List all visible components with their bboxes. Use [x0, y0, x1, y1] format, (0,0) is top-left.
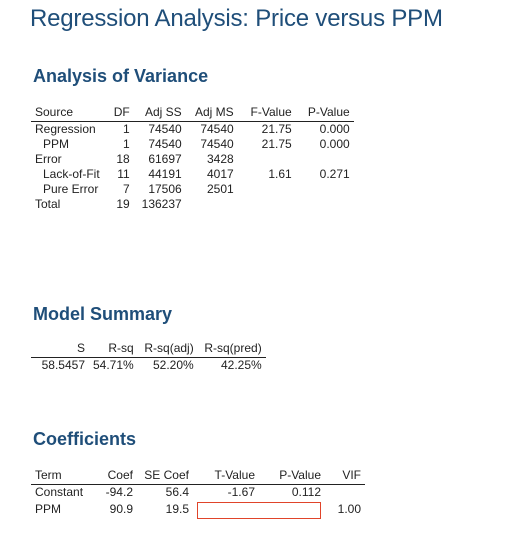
- r-sq-pred-cell: 42.25%: [221, 358, 262, 372]
- page-title: Regression Analysis: Price versus PPM: [30, 5, 443, 32]
- df-cell: 7: [123, 182, 130, 196]
- term-cell: PPM: [35, 502, 62, 516]
- p-value-cell: [296, 152, 354, 167]
- adj-ss-cell: 61697: [148, 152, 182, 166]
- col-r-sq: R-sq: [89, 341, 138, 358]
- adj-ms-cell: 3428: [206, 152, 234, 166]
- r-sq-cell: 54.71%: [93, 358, 134, 372]
- coefficients-table: Term Coef SE Coef T-Value P-Value VIF Co…: [31, 468, 365, 519]
- col-coef: Coef: [99, 468, 137, 485]
- se-coef-cell: 19.5: [165, 502, 189, 516]
- r-sq-adj-cell: 52.20%: [153, 358, 194, 372]
- vif-cell: [325, 485, 365, 501]
- coef-cell: -94.2: [105, 485, 133, 499]
- table-row: PPM 1 74540 74540 21.75 0.000: [31, 137, 354, 152]
- col-vif: VIF: [325, 468, 365, 485]
- p-value-cell: 0.000: [319, 137, 350, 151]
- adj-ms-cell: 74540: [200, 137, 234, 151]
- adj-ms-cell: 2501: [206, 182, 234, 196]
- vif-cell: 1.00: [337, 502, 361, 516]
- table-row: Constant -94.2 56.4 -1.67 0.112: [31, 485, 365, 501]
- df-cell: 1: [123, 137, 130, 151]
- col-r-sq-adj: R-sq(adj): [137, 341, 198, 358]
- table-row: Total 19 136237: [31, 197, 354, 212]
- col-s: S: [31, 341, 89, 358]
- p-value-cell: [296, 182, 354, 197]
- df-cell: 18: [116, 152, 130, 166]
- f-value-cell: [238, 182, 296, 197]
- adj-ss-cell: 17506: [148, 182, 182, 196]
- source-cell: Pure Error: [43, 182, 99, 196]
- adj-ss-cell: 44191: [148, 167, 182, 181]
- coefficients-heading: Coefficients: [33, 429, 137, 449]
- f-value-cell: 21.75: [261, 122, 292, 136]
- p-value-cell: 0.000: [319, 122, 350, 136]
- col-source: Source: [31, 105, 104, 122]
- model-summary-heading: Model Summary: [33, 304, 173, 324]
- anova-header-row: Source DF Adj SS Adj MS F-Value P-Value: [31, 105, 354, 122]
- p-value-cell: 0.271: [319, 167, 350, 181]
- t-value-cell: -1.67: [227, 485, 255, 499]
- col-adj-ms: Adj MS: [185, 105, 238, 122]
- table-row: Regression 1 74540 74540 21.75 0.000: [31, 122, 354, 138]
- col-t-value: T-Value: [193, 468, 259, 485]
- se-coef-cell: 56.4: [165, 485, 189, 499]
- coefficients-header-row: Term Coef SE Coef T-Value P-Value VIF: [31, 468, 365, 485]
- term-cell: Constant: [35, 485, 84, 499]
- f-value-cell: 1.61: [268, 167, 292, 181]
- df-cell: 19: [116, 197, 130, 211]
- source-cell: Regression: [35, 122, 96, 136]
- f-value-cell: [238, 152, 296, 167]
- adj-ss-cell: 74540: [148, 137, 182, 151]
- p-value-cell: 0.112: [291, 485, 321, 499]
- table-row: Error 18 61697 3428: [31, 152, 354, 167]
- table-row: PPM 90.9 19.5 1.00: [31, 500, 365, 519]
- anova-table: Source DF Adj SS Adj MS F-Value P-Value …: [31, 105, 354, 212]
- df-cell: 11: [117, 167, 130, 181]
- col-f-value: F-Value: [237, 105, 296, 122]
- col-p-value: P-Value: [259, 468, 325, 485]
- col-se-coef: SE Coef: [137, 468, 193, 485]
- source-cell: Lack-of-Fit: [43, 167, 100, 181]
- adj-ms-cell: 4017: [206, 167, 234, 181]
- col-r-sq-pred: R-sq(pred): [197, 341, 266, 358]
- missing-value-box[interactable]: [197, 502, 321, 519]
- col-adj-ss: Adj SS: [133, 105, 186, 122]
- source-cell: Total: [35, 197, 61, 211]
- adj-ms-cell: [186, 197, 238, 212]
- source-cell: PPM: [43, 137, 70, 151]
- table-row: Pure Error 7 17506 2501: [31, 182, 354, 197]
- table-row: Lack-of-Fit 11 44191 4017 1.61 0.271: [31, 167, 354, 182]
- f-value-cell: 21.75: [261, 137, 292, 151]
- col-df: DF: [103, 105, 134, 122]
- adj-ss-cell: 136237: [141, 197, 182, 211]
- f-value-cell: [238, 197, 296, 212]
- adj-ss-cell: 74540: [148, 122, 182, 136]
- p-value-cell: [296, 197, 354, 212]
- model-summary-table: S R-sq R-sq(adj) R-sq(pred) 58.5457 54.7…: [31, 341, 266, 373]
- s-cell: 58.5457: [41, 358, 85, 372]
- coef-cell: 90.9: [109, 502, 133, 516]
- col-term: Term: [31, 468, 99, 485]
- col-p-value: P-Value: [295, 105, 354, 122]
- source-cell: Error: [35, 152, 62, 166]
- table-row: 58.5457 54.71% 52.20% 42.25%: [31, 358, 266, 374]
- answer-box-cell[interactable]: [193, 500, 325, 519]
- adj-ms-cell: 74540: [200, 122, 234, 136]
- df-cell: 1: [123, 122, 130, 136]
- model-summary-header-row: S R-sq R-sq(adj) R-sq(pred): [31, 341, 266, 358]
- anova-heading: Analysis of Variance: [33, 66, 209, 86]
